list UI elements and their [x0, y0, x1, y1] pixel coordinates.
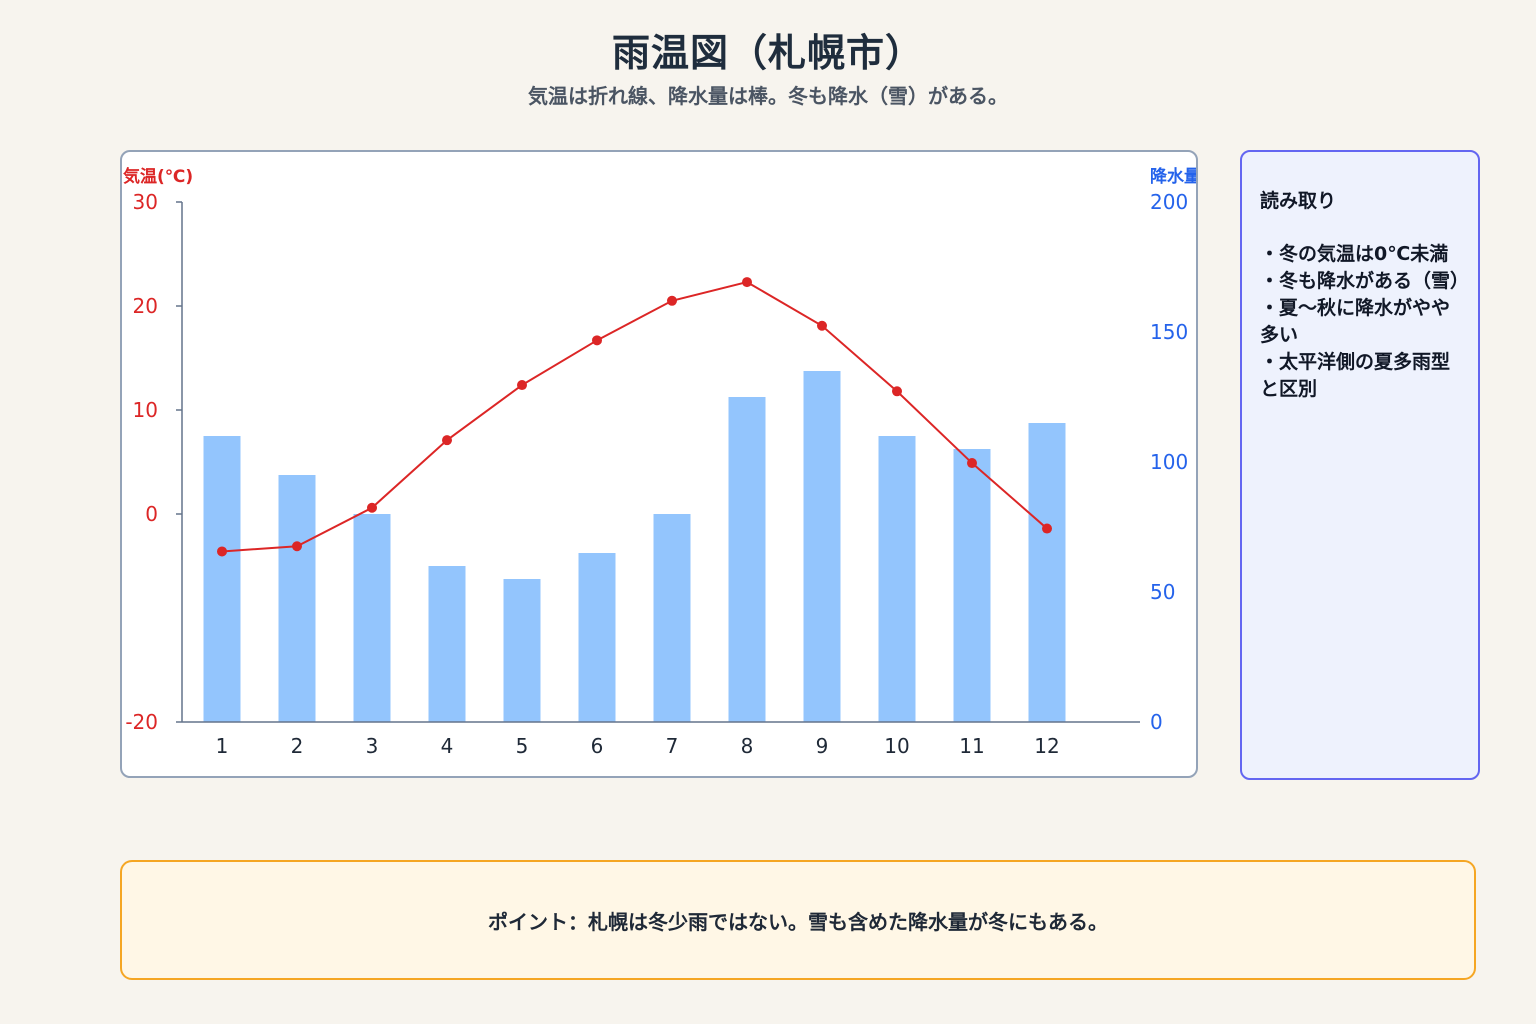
precipitation-bar — [503, 579, 541, 722]
x-tick-label: 2 — [291, 734, 304, 758]
x-tick-label: 8 — [741, 734, 754, 758]
precipitation-bar — [203, 436, 241, 722]
precipitation-bars — [203, 371, 1066, 722]
precipitation-bar — [953, 449, 991, 722]
y-left-axis-title: 気温(℃) — [122, 166, 193, 187]
y-left-tick-label: 20 — [133, 294, 158, 318]
precipitation-bar — [353, 514, 391, 722]
temperature-point — [892, 386, 902, 397]
page-subtitle: 気温は折れ線、降水量は棒。冬も降水（雪）がある。 — [528, 84, 1008, 108]
precipitation-bar — [878, 436, 916, 722]
note-item: ・太平洋側の夏多雨型と区別 — [1260, 351, 1451, 400]
precipitation-bar — [653, 514, 691, 722]
page-title: 雨温図（札幌市） — [611, 31, 924, 75]
temperature-point — [517, 380, 527, 391]
point-text: ポイント：札幌は冬少雨ではない。雪も含めた降水量が冬にもある。 — [488, 909, 1108, 934]
precipitation-bar — [803, 371, 841, 722]
notes-list: ・冬の気温は0℃未満 ・冬も降水がある（雪） ・夏〜秋に降水がやや多い ・太平洋… — [1260, 241, 1470, 403]
note-item: ・冬も降水がある（雪） — [1260, 270, 1470, 292]
y-left-tick-label: -20 — [125, 710, 158, 734]
temperature-point — [592, 335, 602, 346]
temperature-line — [217, 277, 1052, 557]
climate-chart: 3020100-20200150100500気温(℃)降水量(mm)123456… — [122, 166, 1198, 758]
note-item: ・夏〜秋に降水がやや多い — [1260, 297, 1451, 346]
temperature-point — [1042, 523, 1052, 534]
x-tick-label: 6 — [591, 734, 604, 758]
temperature-series-line — [221, 281, 1048, 553]
y-right-tick-label: 0 — [1150, 710, 1163, 734]
temperature-point — [817, 320, 827, 331]
temperature-point — [367, 502, 377, 513]
notes-title: 読み取り — [1260, 190, 1337, 212]
y-right-tick-label: 50 — [1150, 580, 1175, 604]
temperature-point — [292, 541, 302, 552]
temperature-point — [742, 277, 752, 288]
temperature-point — [217, 546, 227, 557]
x-tick-label: 7 — [666, 734, 679, 758]
x-tick-label: 10 — [884, 734, 909, 758]
precipitation-bar — [1028, 423, 1066, 722]
x-tick-label: 1 — [216, 734, 229, 758]
x-tick-label: 11 — [959, 734, 984, 758]
x-tick-label: 5 — [516, 734, 529, 758]
x-tick-label: 4 — [441, 734, 454, 758]
precipitation-bar — [578, 553, 616, 722]
chart-axes — [176, 201, 1140, 723]
temperature-point — [442, 435, 452, 446]
y-left-tick-label: 30 — [133, 190, 158, 214]
point-callout: ポイント：札幌は冬少雨ではない。雪も含めた降水量が冬にもある。 — [120, 860, 1476, 980]
y-right-tick-label: 150 — [1150, 320, 1188, 344]
temperature-point — [667, 295, 677, 306]
y-left-tick-label: 10 — [133, 398, 158, 422]
precipitation-bar — [428, 566, 466, 722]
notes-panel: 読み取り ・冬の気温は0℃未満 ・冬も降水がある（雪） ・夏〜秋に降水がやや多い… — [1240, 150, 1480, 780]
chart-panel: 3020100-20200150100500気温(℃)降水量(mm)123456… — [120, 150, 1198, 778]
y-right-tick-label: 200 — [1150, 190, 1188, 214]
y-right-tick-label: 100 — [1150, 450, 1188, 474]
x-tick-label: 12 — [1034, 734, 1059, 758]
temperature-point — [967, 458, 977, 469]
x-tick-label: 3 — [366, 734, 379, 758]
y-left-tick-label: 0 — [145, 502, 158, 526]
precipitation-bar — [278, 475, 316, 722]
chart-labels: 3020100-20200150100500気温(℃)降水量(mm)123456… — [122, 166, 1198, 758]
note-item: ・冬の気温は0℃未満 — [1260, 243, 1449, 265]
y-right-axis-title: 降水量(mm) — [1150, 166, 1198, 187]
x-tick-label: 9 — [816, 734, 829, 758]
precipitation-bar — [728, 397, 766, 722]
